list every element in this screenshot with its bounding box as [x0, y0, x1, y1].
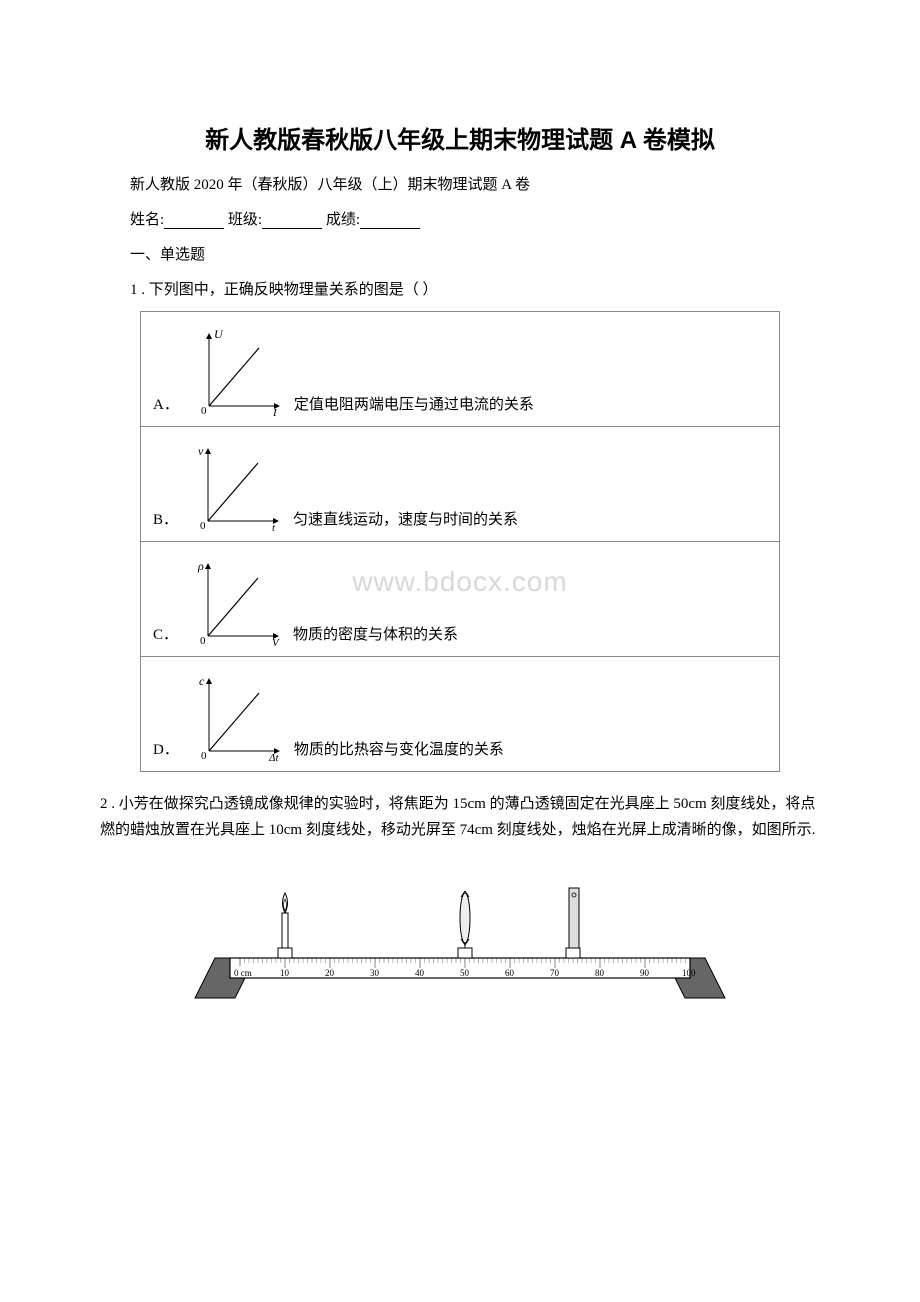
tick-40: 40	[415, 968, 425, 978]
graph-d: c Δt 0	[189, 671, 284, 763]
tick-50: 50	[460, 968, 470, 978]
question-1: 1 . 下列图中，正确反映物理量关系的图是（ ）	[100, 278, 820, 299]
origin-label: 0	[200, 520, 206, 532]
option-label-b: B．	[153, 508, 178, 533]
option-label-d: D．	[153, 738, 179, 763]
option-label-a: A．	[153, 393, 179, 418]
tick-100: 100	[682, 968, 696, 978]
tick-90: 90	[640, 968, 650, 978]
option-a-cell: A． U I 0 定值电阻两端电压与通过电流的关系	[141, 312, 780, 427]
name-label: 姓名:	[130, 212, 164, 228]
option-desc-a: 定值电阻两端电压与通过电流的关系	[294, 393, 534, 418]
tick-70: 70	[550, 968, 560, 978]
tick-30: 30	[370, 968, 380, 978]
tick-80: 80	[595, 968, 605, 978]
tick-10: 10	[280, 968, 290, 978]
screen-icon	[566, 888, 580, 958]
question-2: 2 . 小芳在做探究凸透镜成像规律的实验时，将焦距为 15cm 的薄凸透镜固定在…	[100, 792, 820, 843]
page-title: 新人教版春秋版八年级上期末物理试题 A 卷模拟	[100, 120, 820, 155]
option-b-cell: B． v t 0 匀速直线运动，速度与时间的关系	[141, 427, 780, 542]
options-table: A． U I 0 定值电阻两端电压与通过电流的关系 B．	[140, 311, 780, 772]
class-blank	[262, 211, 322, 229]
option-d-cell: D． c Δt 0 物质的比热容与变化温度的关系	[141, 657, 780, 772]
info-line: 姓名: 班级: 成绩:	[100, 208, 820, 229]
optical-bench-figure: 0 cm 10 20 30 40 50 60 70 80 90 100	[190, 863, 730, 1013]
section-header: 一、单选题	[100, 243, 820, 264]
axis-y-label: ρ	[197, 559, 204, 573]
graph-a: U I 0	[189, 326, 284, 418]
tick-60: 60	[505, 968, 515, 978]
tick-20: 20	[325, 968, 335, 978]
name-blank	[164, 211, 224, 229]
axis-x-label: V	[272, 637, 280, 648]
axis-y-label: c	[199, 674, 205, 688]
class-label: 班级:	[228, 212, 262, 228]
score-blank	[360, 211, 420, 229]
q2-text: 2 . 小芳在做探究凸透镜成像规律的实验时，将焦距为 15cm 的薄凸透镜固定在…	[100, 796, 815, 838]
lens-icon	[458, 891, 472, 958]
option-desc-b: 匀速直线运动，速度与时间的关系	[293, 508, 518, 533]
option-label-c: C．	[153, 623, 178, 648]
origin-label: 0	[201, 750, 207, 762]
ruler-start: 0 cm	[234, 968, 252, 978]
graph-c: ρ V 0	[188, 556, 283, 648]
axis-x-label: I	[272, 407, 278, 418]
graph-b: v t 0	[188, 441, 283, 533]
axis-x-label: Δt	[268, 752, 279, 763]
option-desc-d: 物质的比热容与变化温度的关系	[294, 738, 504, 763]
candle-icon	[278, 893, 292, 958]
origin-label: 0	[201, 405, 207, 417]
axis-y-label: v	[198, 444, 204, 458]
option-c-cell: www.bdocx.com C． ρ V 0 物质的密度与体积的关系	[141, 542, 780, 657]
subtitle: 新人教版 2020 年（春秋版）八年级（上）期末物理试题 A 卷	[100, 173, 820, 194]
axis-y-label: U	[214, 327, 224, 341]
score-label: 成绩:	[326, 212, 360, 228]
option-desc-c: 物质的密度与体积的关系	[293, 623, 458, 648]
axis-x-label: t	[272, 522, 276, 533]
origin-label: 0	[200, 635, 206, 647]
